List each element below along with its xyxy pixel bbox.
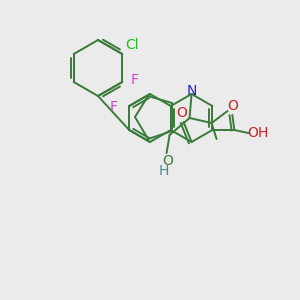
Text: F: F [130, 73, 138, 87]
Text: Cl: Cl [125, 38, 139, 52]
Text: F: F [109, 100, 117, 114]
Text: O: O [247, 126, 258, 140]
Text: H: H [158, 164, 169, 178]
Text: N: N [186, 84, 197, 98]
Text: O: O [162, 154, 173, 168]
Text: H: H [257, 126, 268, 140]
Text: O: O [176, 106, 187, 120]
Text: O: O [227, 99, 238, 113]
